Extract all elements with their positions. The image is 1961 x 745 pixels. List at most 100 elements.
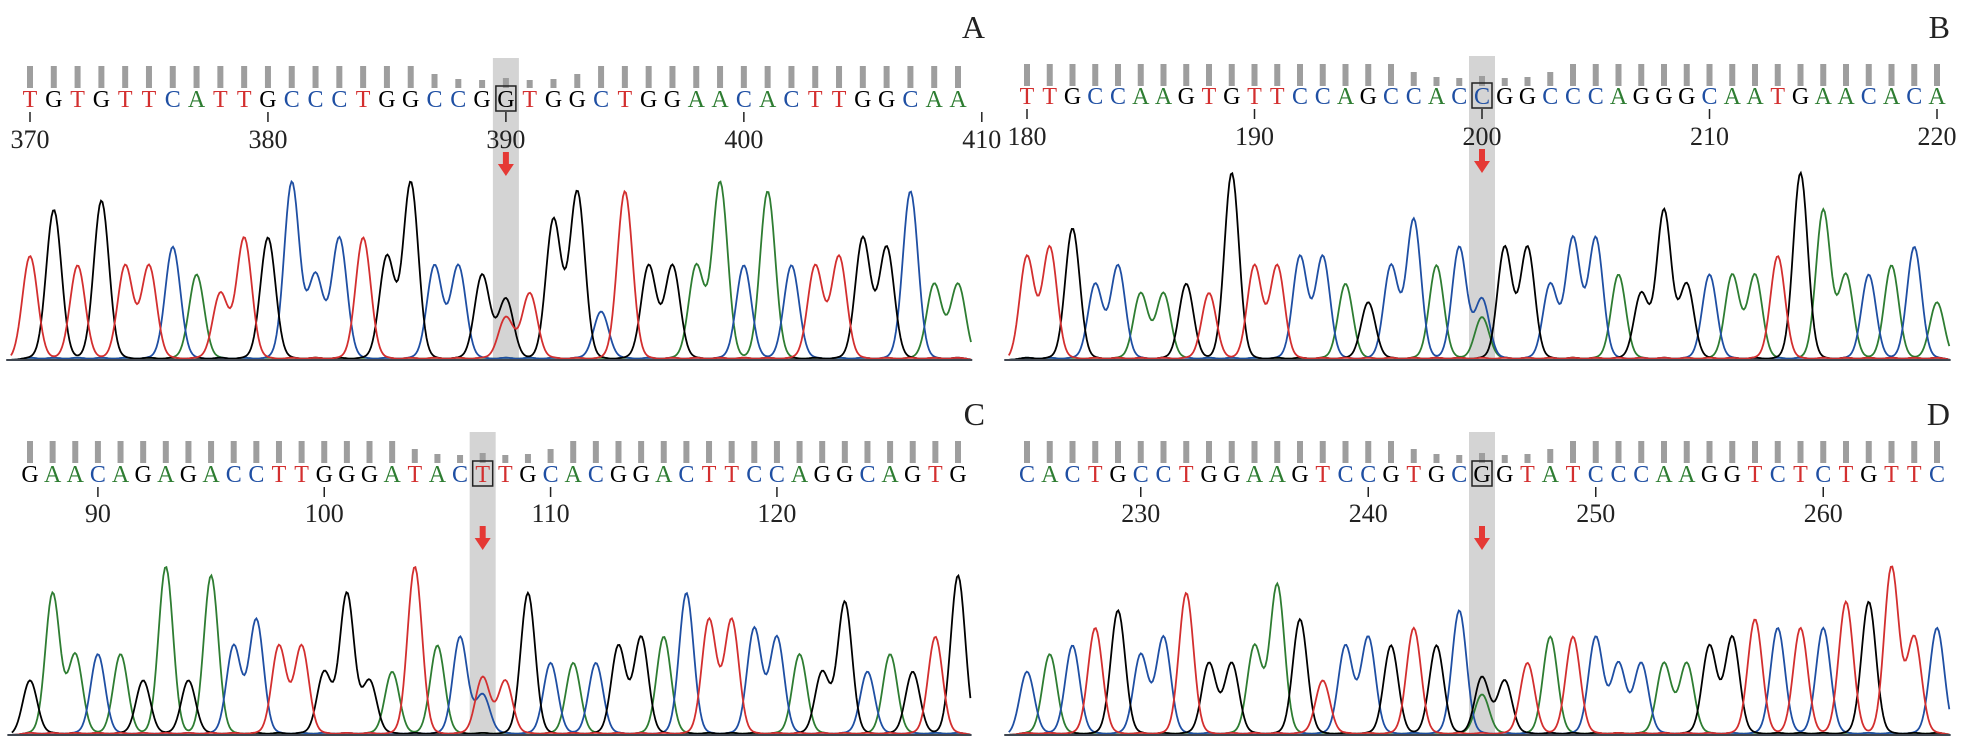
base-call: C <box>1542 84 1558 110</box>
quality-bar <box>1183 441 1190 463</box>
base-call: T <box>1748 462 1763 488</box>
quality-bar <box>411 449 418 463</box>
quality-bar <box>288 66 295 88</box>
quality-bar <box>638 441 645 463</box>
base-call: T <box>1406 462 1421 488</box>
quality-bar <box>1024 64 1030 86</box>
base-call: A <box>1428 84 1446 110</box>
quality-bar <box>683 441 690 463</box>
quality-bar <box>1365 441 1372 463</box>
base-call: C <box>1701 84 1717 110</box>
base-call: A <box>188 87 206 113</box>
quality-bar <box>457 455 464 463</box>
quality-bar <box>932 441 939 463</box>
quality-bar <box>321 441 328 463</box>
base-call: C <box>1610 462 1626 488</box>
quality-bar <box>479 80 486 88</box>
quality-bar <box>1456 78 1463 86</box>
base-call: C <box>593 87 609 113</box>
base-call: T <box>618 87 633 113</box>
quality-bar <box>1524 77 1531 86</box>
base-call: C <box>1906 84 1922 110</box>
position-label: 400 <box>724 125 763 154</box>
base-call: G <box>338 462 355 488</box>
base-call: C <box>1861 84 1877 110</box>
quality-bar <box>343 441 350 463</box>
quality-bar <box>1706 441 1713 463</box>
quality-bar <box>275 441 282 463</box>
quality-bar <box>570 441 577 463</box>
quality-bar <box>217 66 224 88</box>
quality-bar <box>1797 64 1804 86</box>
base-call: C <box>736 87 752 113</box>
base-call: C <box>1337 462 1353 488</box>
quality-bar <box>574 74 581 88</box>
quality-bar <box>1297 64 1303 86</box>
highlight-box <box>495 85 517 112</box>
quality-bar <box>117 441 124 463</box>
base-call: A <box>655 462 673 488</box>
base-call: A <box>1041 462 1059 488</box>
base-call: G <box>1678 84 1695 110</box>
base-call: A <box>688 87 706 113</box>
quality-bar <box>50 66 57 88</box>
quality-bar <box>1479 453 1485 463</box>
quality-bar <box>883 66 890 88</box>
quality-bar <box>887 441 894 463</box>
quality-bar <box>1160 441 1167 463</box>
quality-bar <box>526 80 533 88</box>
quality-bar <box>383 66 390 88</box>
base-call: G <box>1360 84 1377 110</box>
base-call: G <box>1178 84 1195 110</box>
base-call: C <box>1133 462 1149 488</box>
quality-bar <box>740 66 747 88</box>
base-call: G <box>316 462 333 488</box>
base-call: C <box>746 462 762 488</box>
quality-bar <box>1888 441 1895 463</box>
quality-bar <box>1410 449 1417 463</box>
quality-bar <box>49 441 56 463</box>
quality-bar <box>1206 64 1212 86</box>
panel-label-d: D <box>1927 396 1950 432</box>
base-call: T <box>1839 462 1854 488</box>
quality-bar <box>1319 441 1326 463</box>
base-call: C <box>1451 84 1467 110</box>
quality-bar <box>1774 441 1781 463</box>
base-call: G <box>1724 462 1741 488</box>
mutation-arrow <box>1474 526 1490 550</box>
base-call: G <box>1655 84 1672 110</box>
quality-bar <box>598 66 605 88</box>
quality-bar <box>1388 64 1394 86</box>
base-call: A <box>1678 462 1696 488</box>
base-call: G <box>1109 462 1126 488</box>
quality-bar <box>185 441 192 463</box>
highlight-box <box>471 460 494 487</box>
base-call: A <box>1928 84 1946 110</box>
base-call: T <box>498 462 513 488</box>
base-call: C <box>543 462 559 488</box>
quality-bar <box>819 441 826 463</box>
trace-g <box>1008 600 1950 736</box>
quality-bar <box>162 441 169 463</box>
quality-bar <box>407 66 414 88</box>
position-label: 100 <box>305 499 344 528</box>
quality-bar <box>1547 449 1554 463</box>
quality-bar <box>751 441 758 463</box>
panel-label-b: B <box>1929 9 1950 45</box>
quality-bar <box>1046 64 1053 86</box>
base-call: T <box>475 462 490 488</box>
highlight-box <box>1471 82 1493 109</box>
quality-bar <box>241 66 248 88</box>
base-call: C <box>1588 84 1604 110</box>
base-call: G <box>836 462 853 488</box>
trace-t <box>11 565 971 736</box>
quality-bar <box>841 441 848 463</box>
quality-bar <box>312 66 319 88</box>
quality-bar <box>1046 441 1053 463</box>
trace-t <box>1008 565 1950 736</box>
base-call: G <box>1792 84 1809 110</box>
base-call: C <box>1292 84 1308 110</box>
base-call: G <box>497 87 514 113</box>
